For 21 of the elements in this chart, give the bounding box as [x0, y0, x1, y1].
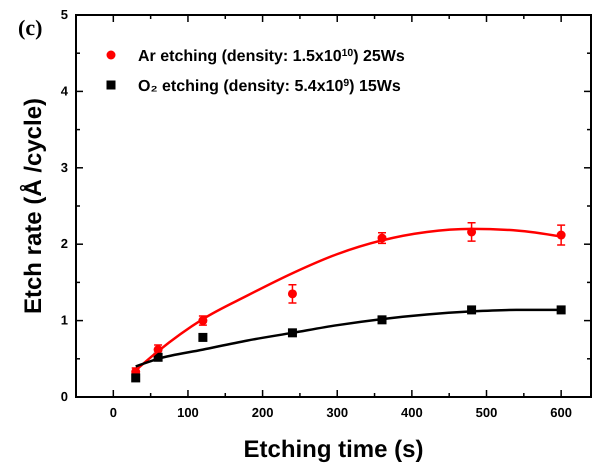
y-tick-label: 1 — [60, 312, 68, 328]
x-tick-label: 200 — [252, 405, 274, 420]
y-tick-label: 4 — [60, 83, 69, 98]
x-tick-label: 500 — [476, 405, 498, 420]
point — [131, 373, 140, 382]
legend-label: Ar etching (density: 1.5x10$^{10}$) 25Ws — [138, 48, 405, 65]
y-tick-label: 5 — [60, 7, 68, 22]
point — [288, 289, 297, 298]
x-axis-title: Etching time (s) — [243, 436, 424, 463]
legend-label: O₂ etching (density: 5.4x10$^{9}$) 15Ws — [138, 78, 401, 95]
point — [198, 332, 208, 342]
x-tick-label: 0 — [110, 405, 117, 420]
y-axis-title: Etch rate (Å /cycle) — [19, 98, 47, 314]
x-tick-label: 400 — [401, 405, 423, 420]
x-tick-label: 100 — [177, 405, 199, 420]
y-tick-label: 2 — [60, 236, 68, 252]
x-tick-label: 600 — [550, 405, 572, 420]
y-tick-label: 3 — [60, 160, 68, 175]
x-tick-label: 300 — [326, 405, 348, 420]
y-tick-label: 0 — [60, 389, 68, 404]
chart-title: (c) — [18, 15, 42, 40]
